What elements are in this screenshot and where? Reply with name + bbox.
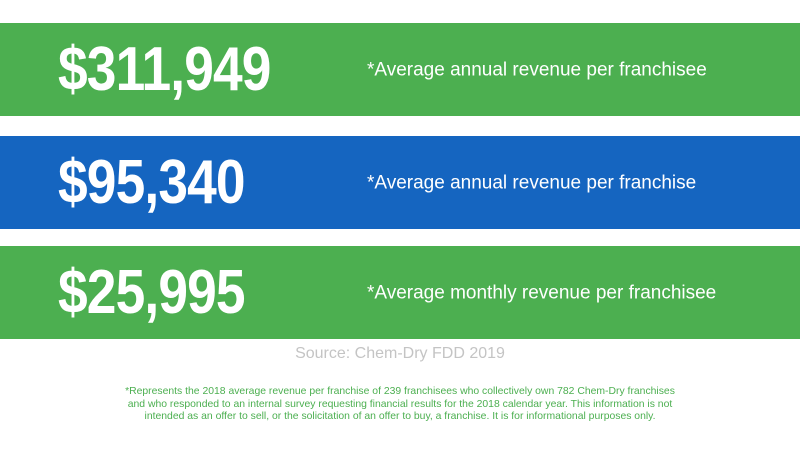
stat-value: $311,949 — [58, 34, 271, 104]
footnote-line: *Represents the 2018 average revenue per… — [125, 386, 675, 397]
stat-band-annual-franchise: $95,340 *Average annual revenue per fran… — [0, 136, 800, 229]
stat-label: *Average annual revenue per franchise — [367, 172, 697, 193]
footnote-line: and who responded to an internal survey … — [127, 398, 673, 410]
stat-label: *Average annual revenue per franchisee — [367, 59, 707, 80]
footnote-line: intended as an offer to sell, or the sol… — [144, 411, 656, 422]
disclaimer-footnote: *Represents the 2018 average revenue per… — [80, 386, 720, 424]
stat-label: *Average monthly revenue per franchisee — [367, 282, 717, 303]
stat-value: $25,995 — [58, 257, 246, 327]
stat-band-monthly-franchisee: $25,995 *Average monthly revenue per fra… — [0, 246, 800, 339]
source-caption: Source: Chem-Dry FDD 2019 — [295, 345, 505, 362]
stat-band-annual-franchisee: $311,949 *Average annual revenue per fra… — [0, 23, 800, 116]
stat-value: $95,340 — [58, 147, 246, 217]
